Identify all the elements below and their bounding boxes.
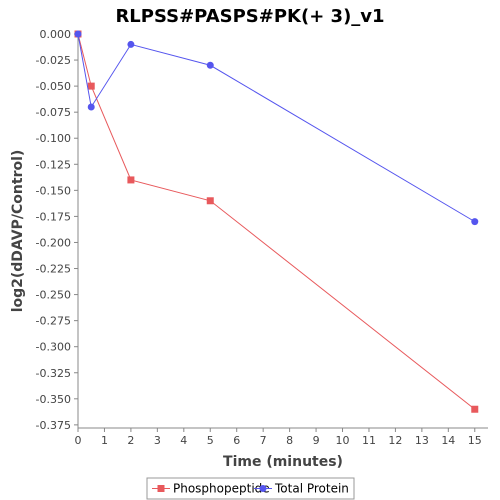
x-tick-label: 4 bbox=[180, 434, 187, 447]
data-point-circle bbox=[206, 61, 214, 69]
x-axis-label: Time (minutes) bbox=[223, 454, 343, 470]
x-tick-label: 5 bbox=[207, 434, 214, 447]
legend-marker-square bbox=[157, 485, 165, 492]
legend-marker-circle bbox=[259, 485, 267, 492]
data-point-circle bbox=[74, 30, 82, 38]
legend-box bbox=[146, 477, 355, 500]
x-tick-label: 9 bbox=[313, 434, 320, 447]
data-point-circle bbox=[471, 218, 479, 226]
y-axis-label: log2(dDAVP/Control) bbox=[10, 150, 26, 313]
y-tick-label: -0.075 bbox=[36, 106, 71, 119]
x-tick-label: 10 bbox=[336, 434, 350, 447]
axes: 0 1 2 3 4 5 6 7 8 9 10 11 12 13 14 150.000-0.025-0.050-… bbox=[36, 28, 488, 447]
data-point-square bbox=[87, 82, 95, 90]
x-tick-label: 1 bbox=[101, 434, 108, 447]
y-tick-label: -0.200 bbox=[36, 236, 71, 249]
y-tick-label: -0.050 bbox=[36, 80, 71, 93]
x-tick-label: 13 bbox=[415, 434, 429, 447]
y-tick-label: -0.175 bbox=[36, 210, 71, 223]
y-tick-label: -0.325 bbox=[36, 367, 71, 380]
data-point-square bbox=[206, 197, 214, 205]
x-tick-label: 15 bbox=[468, 434, 482, 447]
x-tick-label: 3 bbox=[154, 434, 161, 447]
data-point-circle bbox=[127, 40, 135, 48]
chart-title: RLPSS#PASPS#PK(+ 3)_v1 bbox=[115, 6, 384, 27]
y-tick-label: -0.375 bbox=[36, 419, 71, 432]
plot-area bbox=[78, 34, 488, 428]
y-tick-label: -0.350 bbox=[36, 393, 71, 406]
x-tick-label: 2 bbox=[127, 434, 134, 447]
x-tick-label: 6 bbox=[233, 434, 240, 447]
y-tick-label: -0.300 bbox=[36, 341, 71, 354]
x-tick-label: 12 bbox=[388, 434, 402, 447]
y-tick-label: -0.225 bbox=[36, 263, 71, 276]
y-tick-label: -0.125 bbox=[36, 158, 71, 171]
x-tick-label: 14 bbox=[441, 434, 455, 447]
y-tick-label: -0.025 bbox=[36, 54, 71, 67]
y-tick-label: -0.275 bbox=[36, 315, 71, 328]
x-tick-label: 11 bbox=[362, 434, 376, 447]
legend-label-1: Phosphopeptide bbox=[173, 482, 270, 496]
data-point-square bbox=[127, 176, 135, 184]
series-layer bbox=[74, 30, 479, 413]
x-tick-label: 8 bbox=[286, 434, 293, 447]
data-point-circle bbox=[87, 103, 95, 111]
x-tick-label: 7 bbox=[260, 434, 267, 447]
x-tick-label: 0 bbox=[75, 434, 82, 447]
data-point-square bbox=[471, 405, 479, 413]
y-tick-label: -0.250 bbox=[36, 289, 71, 302]
y-tick-label: -0.150 bbox=[36, 184, 71, 197]
y-tick-label: -0.100 bbox=[36, 132, 71, 145]
legend: Phosphopeptide Total Protein bbox=[146, 477, 355, 500]
y-tick-label: 0.000 bbox=[40, 28, 72, 41]
legend-label-2: Total Protein bbox=[274, 482, 349, 496]
